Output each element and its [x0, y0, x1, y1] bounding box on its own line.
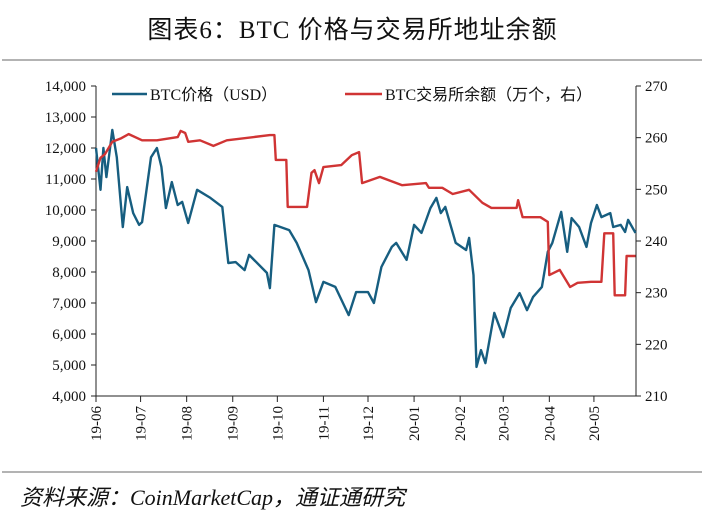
- left-tick-label: 12,000: [45, 141, 86, 157]
- x-tick-label: 19-10: [270, 406, 286, 441]
- left-tick-label: 8,000: [52, 265, 86, 281]
- left-tick-label: 7,000: [52, 296, 86, 312]
- left-tick-label: 14,000: [45, 79, 86, 95]
- right-tick-label: 240: [645, 234, 668, 250]
- left-tick-label: 4,000: [52, 389, 86, 405]
- legend-label-exchange-balance: BTC交易所余额（万个，右）: [385, 85, 592, 104]
- series-line-btc-price: [94, 128, 637, 369]
- legend-label-btc-price: BTC价格（USD）: [150, 86, 277, 104]
- chart-title: 图表6：BTC 价格与交易所地址余额: [147, 17, 558, 44]
- x-tick-label: 19-12: [361, 406, 377, 441]
- x-tick-label: 19-06: [89, 406, 105, 441]
- left-tick-label: 6,000: [52, 327, 86, 343]
- x-tick-label: 20-03: [496, 406, 512, 441]
- right-tick-label: 210: [645, 389, 668, 405]
- x-tick-label: 19-07: [134, 406, 150, 441]
- x-tick-label: 19-08: [180, 406, 196, 441]
- x-tick-label: 19-09: [226, 406, 242, 441]
- source-divider: [2, 471, 702, 473]
- source-note: 资料来源：CoinMarketCap，通证通研究: [20, 485, 405, 510]
- right-tick-label: 260: [645, 131, 668, 147]
- x-tick-label: 20-04: [542, 406, 558, 441]
- left-tick-label: 9,000: [52, 234, 86, 250]
- x-tick-label: 20-01: [407, 406, 423, 441]
- right-tick-label: 230: [645, 286, 668, 302]
- left-tick-label: 5,000: [52, 358, 86, 374]
- title-divider: [2, 59, 702, 61]
- left-tick-label: 13,000: [45, 110, 86, 126]
- right-tick-label: 220: [645, 337, 668, 353]
- x-tick-label: 20-05: [587, 406, 603, 441]
- right-tick-label: 250: [645, 182, 668, 198]
- left-tick-label: 10,000: [45, 203, 86, 219]
- series-line-exchange-balance: [94, 129, 636, 297]
- x-tick-label: 19-11: [316, 406, 332, 440]
- right-tick-label: 270: [645, 79, 668, 95]
- left-tick-label: 11,000: [45, 172, 86, 188]
- x-tick-label: 20-02: [453, 406, 469, 441]
